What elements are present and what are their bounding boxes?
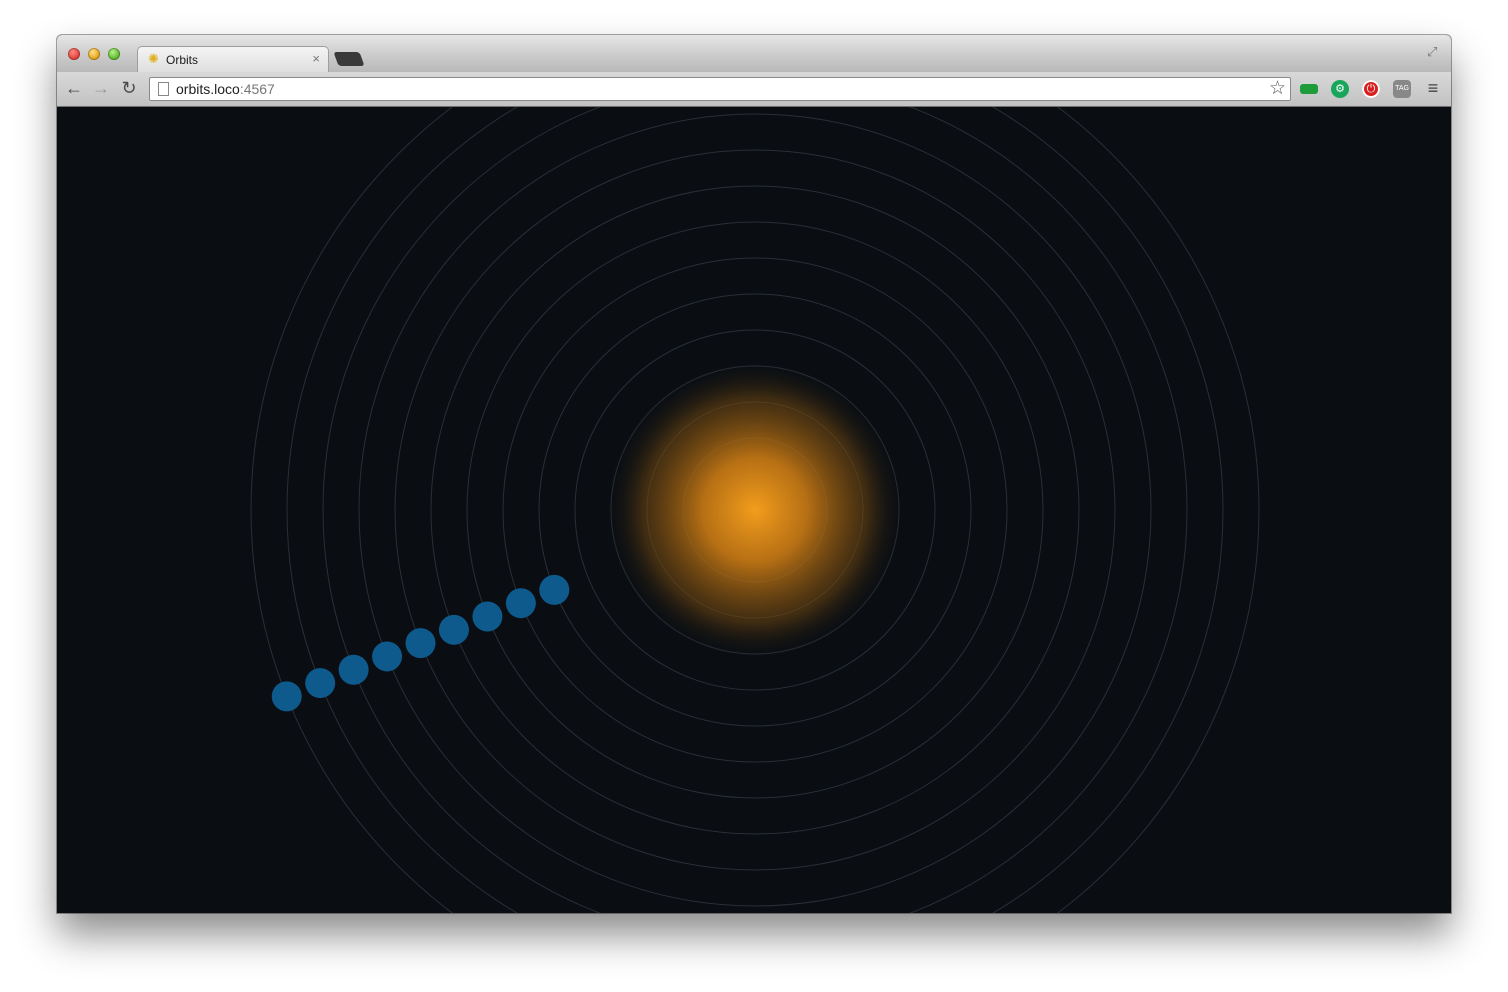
planet [305, 668, 336, 699]
orbit-ring [574, 329, 936, 691]
planet [438, 614, 469, 645]
orbit-ring [250, 107, 1260, 913]
orbit-ring [322, 107, 1188, 913]
planet [539, 574, 570, 605]
sun-icon: ✺ [148, 51, 159, 66]
tab-title: Orbits [166, 53, 199, 67]
orbit-ring [430, 185, 1080, 835]
planet [472, 601, 503, 632]
address-bar[interactable]: orbits.loco:4567 ☆ [149, 77, 1291, 101]
sun [605, 360, 905, 660]
orbit-ring [538, 293, 972, 727]
bookmark-star-icon[interactable]: ☆ [1268, 78, 1286, 99]
planet [405, 628, 436, 659]
orbit-ring [358, 113, 1152, 907]
solar-system [250, 107, 1260, 913]
new-tab-button[interactable] [333, 52, 365, 66]
page-icon [158, 82, 169, 96]
reload-icon[interactable]: ↻ [121, 78, 137, 98]
close-window-button[interactable] [68, 48, 80, 60]
tab-orbits[interactable]: ✺ Orbits × [137, 46, 329, 73]
maximize-window-button[interactable] [108, 48, 120, 60]
orbit-ring [502, 257, 1008, 763]
back-arrow-icon[interactable]: ← [65, 78, 83, 98]
orbits-canvas [57, 107, 1451, 913]
minimize-window-button[interactable] [88, 48, 100, 60]
url-host: orbits.loco [176, 81, 240, 97]
planet [338, 654, 369, 685]
planet [505, 588, 536, 619]
title-bar: ✺ Orbits × ⤢ [57, 35, 1451, 73]
planet [271, 681, 302, 712]
browser-toolbar: ← → ↻ orbits.loco:4567 ☆ ⚙ ⏻ TAG ≡ [57, 72, 1451, 107]
orbit-ring [394, 149, 1116, 871]
orbit-ring [286, 107, 1224, 913]
planets [271, 574, 570, 712]
extension-power-icon[interactable]: ⏻ [1362, 80, 1380, 98]
extension-green-circle-icon[interactable]: ⚙ [1331, 80, 1349, 98]
browser-window: ✺ Orbits × ⤢ ← → ↻ orbits.loco:4567 ☆ ⚙ … [57, 35, 1451, 913]
menu-icon[interactable]: ≡ [1427, 78, 1439, 98]
planet [372, 641, 403, 672]
extension-green-icon[interactable] [1300, 84, 1318, 94]
url-port: :4567 [239, 81, 275, 97]
extension-tag-icon[interactable]: TAG [1393, 80, 1411, 98]
url-text[interactable]: orbits.loco:4567 [176, 81, 275, 97]
forward-arrow-icon[interactable]: → [92, 78, 110, 98]
tab-close-icon[interactable]: × [312, 51, 320, 66]
fullscreen-icon[interactable]: ⤢ [1427, 44, 1438, 59]
orbit-ring [466, 221, 1044, 799]
